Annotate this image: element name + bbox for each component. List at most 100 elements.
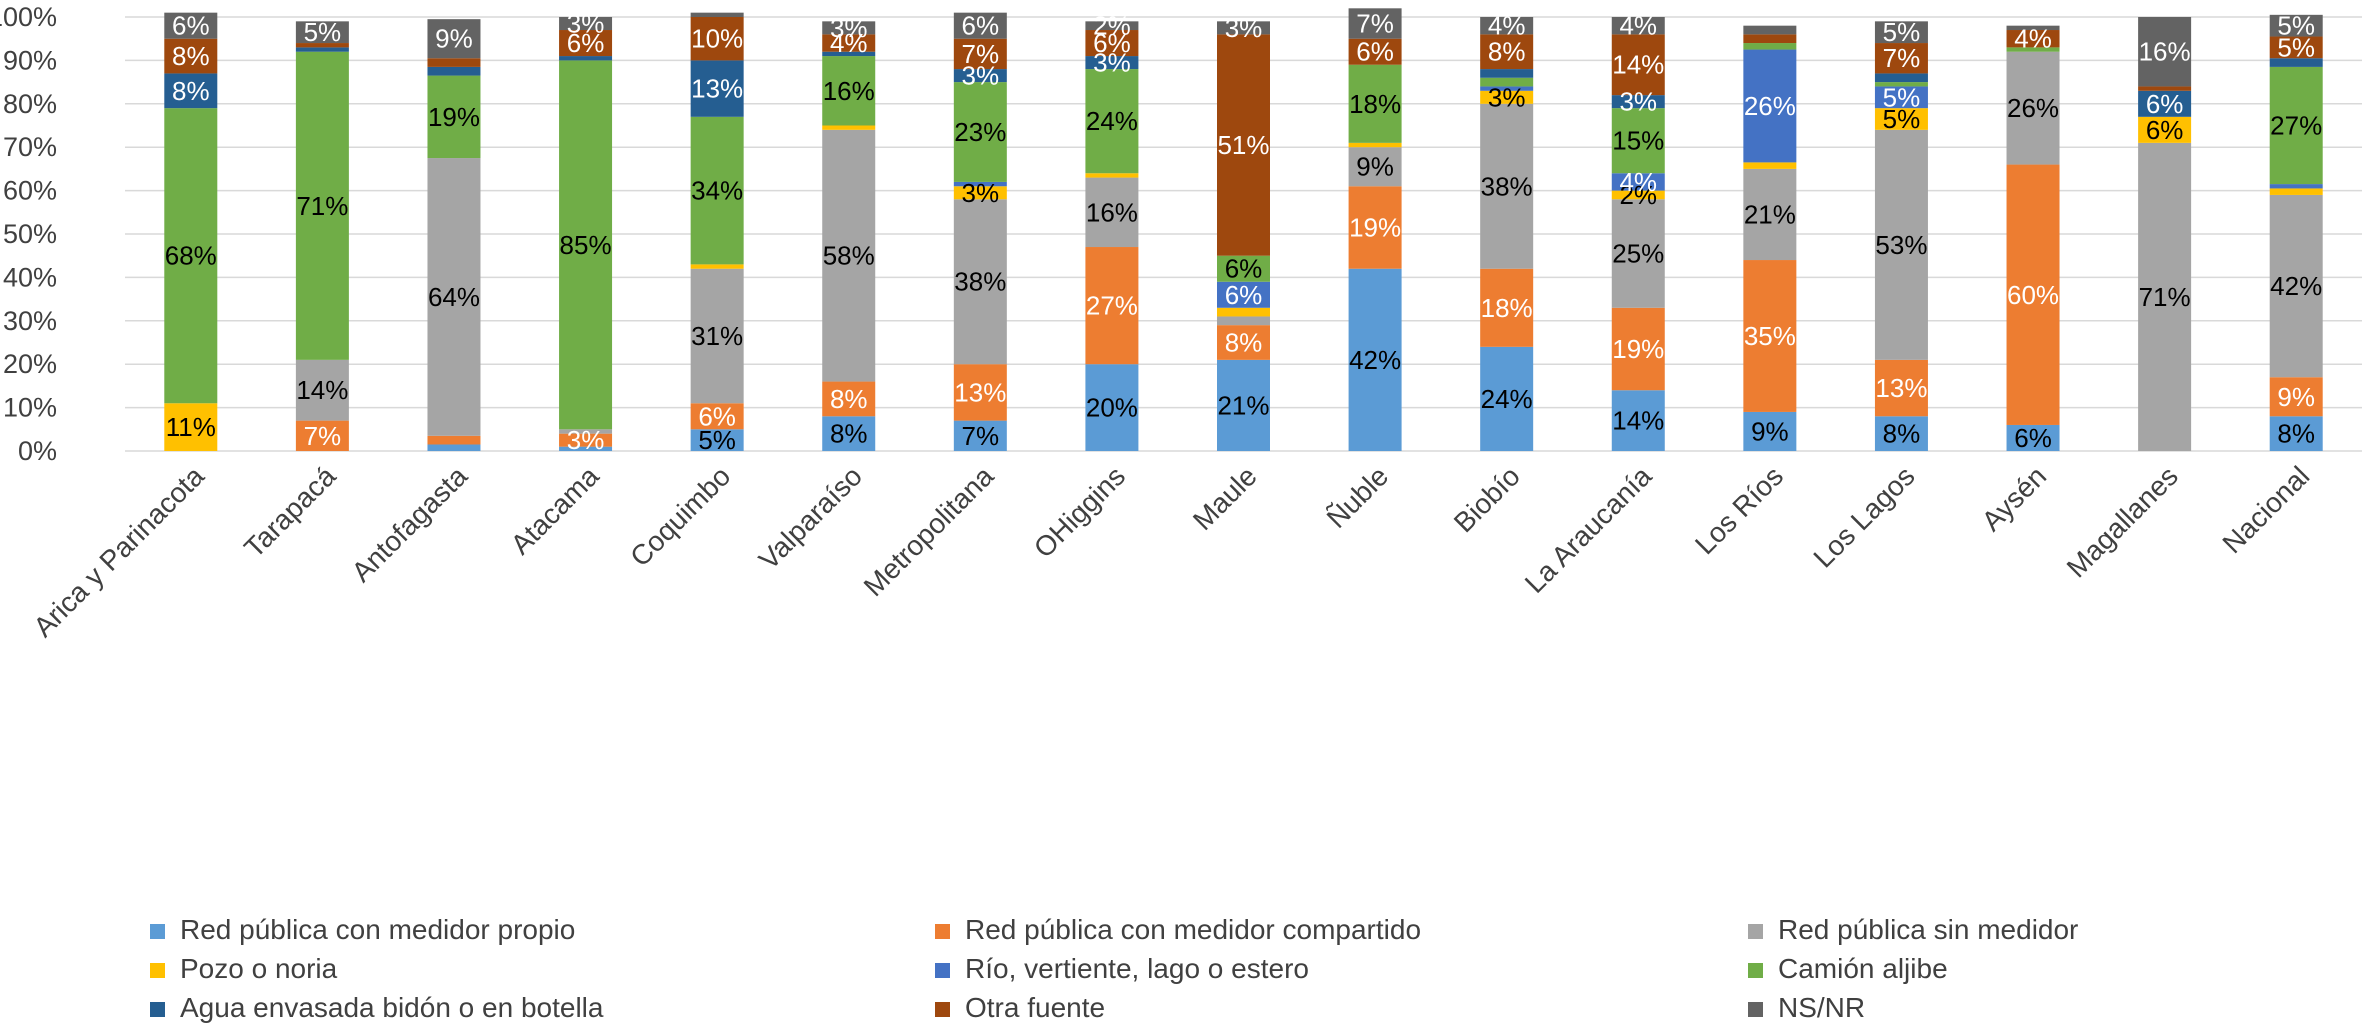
bar-segment: [1480, 90, 1534, 104]
data-label: 13%: [1875, 373, 1927, 403]
bar-segment: [559, 60, 613, 430]
bar-segment: [1874, 73, 1928, 83]
bar-segment: [953, 12, 1007, 39]
bar-segment: [2269, 58, 2323, 67]
bar-segment: [2138, 86, 2192, 91]
bar-segment: [1085, 69, 1139, 174]
data-label: 19%: [1349, 212, 1401, 242]
data-label: 4%: [830, 28, 868, 58]
x-category-label: Nacional: [2216, 460, 2315, 559]
bar-segment: [1480, 86, 1534, 91]
data-label: 26%: [1744, 91, 1796, 121]
data-label: 15%: [1612, 126, 1664, 156]
data-label: 4%: [2014, 24, 2052, 54]
legend-label: Red pública con medidor propio: [180, 914, 575, 945]
x-category-label: Antofagasta: [346, 460, 474, 588]
bar-segment: [295, 51, 349, 360]
bar-segment: [1348, 64, 1402, 143]
bar-segment: [953, 420, 1007, 451]
data-label: 19%: [428, 102, 480, 132]
y-tick-label: 0%: [18, 436, 57, 466]
data-label: 8%: [1225, 328, 1263, 358]
legend-swatch: [935, 963, 950, 978]
legend-label: Red pública con medidor compartido: [965, 914, 1421, 945]
data-label: 9%: [1356, 152, 1394, 182]
legend-swatch: [935, 924, 950, 939]
data-label: 27%: [1086, 291, 1138, 321]
bar-segment: [1611, 390, 1665, 451]
bar-segment: [1874, 416, 1928, 451]
bar-segment: [690, 264, 744, 269]
x-category-label: Metropolitana: [858, 460, 1000, 602]
data-label: 35%: [1744, 321, 1796, 351]
bar-segment: [1874, 86, 1928, 109]
data-label: 5%: [1883, 17, 1921, 47]
x-category-label: Ñuble: [1321, 460, 1395, 534]
bar-segment: [164, 73, 218, 109]
data-label: 6%: [567, 28, 605, 58]
bar-segment: [2006, 51, 2060, 165]
legend-label: NS/NR: [1778, 992, 1865, 1023]
data-label: 18%: [1481, 293, 1533, 323]
data-label: 7%: [304, 421, 342, 451]
y-tick-label: 40%: [3, 262, 57, 292]
legend-swatch: [150, 1002, 165, 1017]
bar-segment: [2269, 416, 2323, 451]
data-label: 4%: [1619, 167, 1657, 197]
bar-segment: [427, 19, 481, 59]
bar-segment: [2269, 66, 2323, 185]
data-label: 8%: [172, 76, 210, 106]
data-label: 71%: [2139, 282, 2191, 312]
bar-segment: [164, 12, 218, 39]
bar-segment: [1743, 168, 1797, 261]
bar-segment: [427, 435, 481, 445]
data-label: 38%: [1481, 171, 1533, 201]
x-category-label: Aysén: [1976, 460, 2053, 537]
bar-segment: [1611, 108, 1665, 174]
bar-segment: [2138, 116, 2192, 143]
bar-segment: [2006, 47, 2060, 52]
bar-segment: [822, 416, 876, 451]
data-label: 6%: [2146, 115, 2184, 145]
data-label: 9%: [1751, 416, 1789, 446]
data-label: 6%: [172, 11, 210, 41]
bar-segment: [822, 129, 876, 382]
bar-segment: [1217, 34, 1270, 256]
bar-segment: [1085, 173, 1139, 178]
bar-segment: [1480, 103, 1534, 269]
data-label: 38%: [954, 267, 1006, 297]
data-label: 2%: [1093, 11, 1131, 41]
data-label: 64%: [428, 282, 480, 312]
bar-segment: [164, 38, 218, 74]
data-label: 31%: [691, 321, 743, 351]
data-label: 6%: [1225, 254, 1263, 284]
bar-segment: [1085, 177, 1139, 248]
data-label: 58%: [823, 241, 875, 271]
data-label: 13%: [691, 74, 743, 104]
bar-segment: [2006, 164, 2060, 425]
data-label: 3%: [567, 9, 605, 39]
y-tick-label: 100%: [0, 2, 57, 32]
bar-segment: [1217, 281, 1270, 308]
bar-segment: [822, 51, 876, 57]
data-label: 5%: [1883, 104, 1921, 134]
data-label: 20%: [1086, 393, 1138, 423]
bar-segment: [1217, 316, 1270, 326]
bar-segment: [690, 268, 744, 404]
y-tick-label: 80%: [3, 89, 57, 119]
bar-segment: [953, 186, 1007, 200]
y-tick-label: 70%: [3, 132, 57, 162]
data-label: 6%: [1225, 280, 1263, 310]
bar-segment: [164, 108, 218, 404]
data-label: 21%: [1744, 199, 1796, 229]
data-label: 24%: [1481, 384, 1533, 414]
bar-segment: [559, 446, 613, 451]
data-label: 5%: [2277, 32, 2315, 62]
data-label: 6%: [962, 11, 1000, 41]
data-label: 60%: [2007, 280, 2059, 310]
bar-segment: [1348, 142, 1402, 148]
bar-segment: [2006, 30, 2060, 48]
bar-segment: [1874, 82, 1928, 87]
bar-segment: [1480, 17, 1534, 35]
